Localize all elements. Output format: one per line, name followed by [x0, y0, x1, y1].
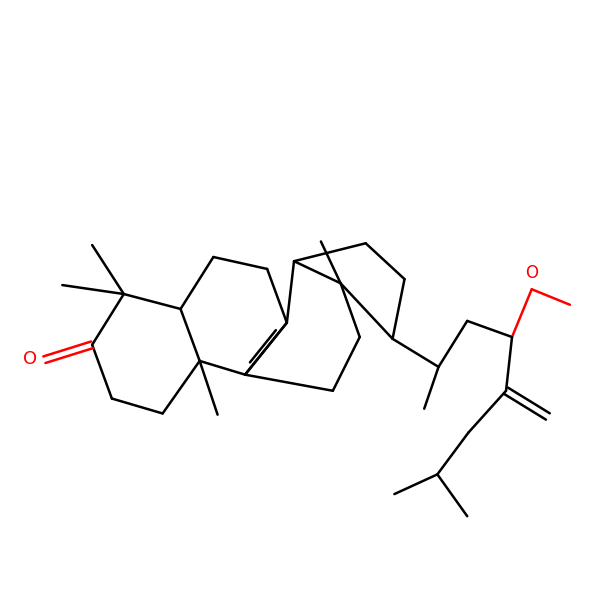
Text: O: O: [525, 264, 538, 282]
Text: O: O: [23, 350, 37, 368]
